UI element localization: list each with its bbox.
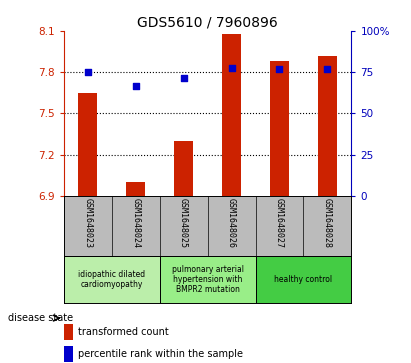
Bar [126,182,145,196]
Text: percentile rank within the sample: percentile rank within the sample [78,349,242,359]
Text: pulmonary arterial
hypertension with
BMPR2 mutation: pulmonary arterial hypertension with BMP… [171,265,244,294]
Point [276,66,283,72]
Bar [159,256,256,303]
Text: idiopathic dilated
cardiomyopathy: idiopathic dilated cardiomyopathy [78,270,145,289]
Bar [174,141,193,196]
Text: healthy control: healthy control [275,275,332,284]
Bar [222,34,241,196]
Bar [78,93,97,196]
Point [228,65,235,71]
Bar [64,324,73,340]
Text: GSM1648024: GSM1648024 [131,198,140,248]
Bar [256,256,351,303]
Text: GSM1648025: GSM1648025 [179,198,188,248]
Bar [64,346,73,362]
Bar [64,256,159,303]
Text: disease state: disease state [8,313,73,323]
Point [180,75,187,81]
Point [132,83,139,89]
Text: transformed count: transformed count [78,327,168,337]
Text: GSM1648023: GSM1648023 [83,198,92,248]
Title: GDS5610 / 7960896: GDS5610 / 7960896 [137,16,278,30]
Bar [270,61,289,196]
Text: GSM1648028: GSM1648028 [323,198,332,248]
Point [84,69,91,75]
Text: GSM1648026: GSM1648026 [227,198,236,248]
Point [324,66,331,72]
Bar [318,56,337,196]
Text: GSM1648027: GSM1648027 [275,198,284,248]
